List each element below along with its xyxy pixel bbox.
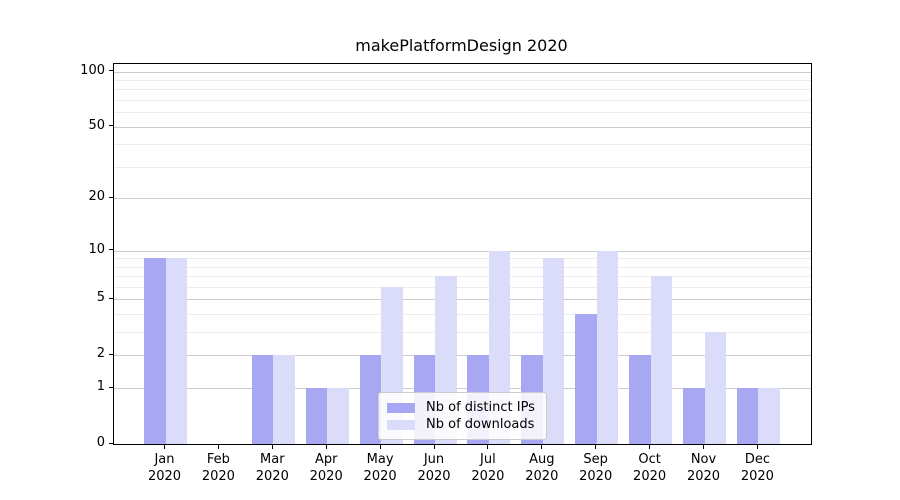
x-tick-label: Jul 2020 [471,452,505,484]
bar-downloads [704,332,726,444]
y-tick-label: 10 [88,241,105,257]
bar-distinct-ips [575,314,597,444]
y-tick-label: 5 [96,290,105,306]
major-gridline [114,198,811,200]
bar-distinct-ips [359,355,382,444]
minor-gridline [114,287,811,288]
x-tick-label: Mar 2020 [255,452,289,484]
minor-gridline [114,166,811,168]
chart-title: makePlatformDesign 2020 [355,36,568,55]
x-tick-mark [756,445,758,449]
legend-item-distinct-ips: Nb of distinct IPs [387,399,535,416]
y-tick-mark [109,386,113,388]
bar-distinct-ips [736,388,759,444]
y-tick-label: 50 [88,117,105,133]
x-tick-label: Sep 2020 [579,452,613,484]
x-tick-label: Oct 2020 [633,452,667,484]
bar-downloads [542,258,565,444]
bar-distinct-ips [683,388,705,444]
x-tick-mark [217,445,219,449]
y-tick-mark [109,125,113,127]
y-tick-label: 20 [88,189,105,205]
x-tick-mark [595,445,597,449]
bar-distinct-ips [251,355,274,444]
x-tick-mark [649,445,651,449]
legend-label-distinct-ips: Nb of distinct IPs [426,400,535,415]
y-tick-mark [109,442,113,444]
bar-downloads [758,388,780,444]
x-tick-label: Nov 2020 [686,452,721,484]
y-tick-mark [109,70,113,72]
x-tick-mark [379,445,381,449]
major-gridline [114,71,811,73]
legend-label-downloads: Nb of downloads [426,417,535,432]
minor-gridline [114,276,811,278]
x-tick-label: Jun 2020 [417,452,451,484]
minor-gridline [114,266,811,268]
bar-downloads [165,258,187,444]
y-tick-mark [109,196,113,198]
bar-downloads [596,250,619,444]
y-tick-mark [109,249,113,250]
minor-gridline [114,258,811,260]
y-tick-label: 2 [96,346,105,362]
major-gridline [114,355,811,357]
x-tick-label: Dec 2020 [740,452,774,484]
y-tick-label: 1 [96,379,105,395]
x-tick-label: Apr 2020 [309,452,343,484]
bar-distinct-ips [629,355,651,444]
x-tick-mark [164,445,165,449]
x-tick-mark [433,445,435,449]
x-tick-label: Jan 2020 [147,452,182,484]
x-tick-label: Feb 2020 [201,452,235,484]
major-gridline [114,250,811,252]
minor-gridline [114,89,811,91]
x-tick-mark [703,445,704,449]
major-gridline [114,388,811,390]
bar-distinct-ips [305,388,328,444]
legend-item-downloads: Nb of downloads [387,416,535,433]
x-tick-label: May 2020 [363,452,397,484]
legend-swatch-distinct-ips [387,402,415,413]
legend-swatch-downloads [387,419,415,430]
legend: Nb of distinct IPs Nb of downloads [378,392,547,440]
major-gridline [114,126,811,128]
bar-downloads [327,388,349,444]
plot-area: Nb of distinct IPs Nb of downloads [113,63,812,445]
minor-gridline [114,144,811,146]
x-tick-mark [325,445,327,449]
bar-distinct-ips [144,258,166,444]
minor-gridline [114,80,811,81]
y-tick-label: 0 [96,435,105,450]
x-tick-mark [487,445,489,449]
bar-downloads [273,355,295,444]
y-tick-mark [109,297,113,299]
minor-gridline [114,314,811,316]
x-tick-mark [541,445,543,449]
x-tick-mark [271,445,273,449]
major-gridline [114,299,811,301]
x-tick-label: Aug 2020 [525,452,559,484]
y-tick-mark [109,353,113,355]
minor-gridline [114,332,811,334]
y-tick-label: 100 [80,62,105,78]
minor-gridline [114,112,811,114]
bar-downloads [650,276,673,444]
minor-gridline [114,100,811,102]
